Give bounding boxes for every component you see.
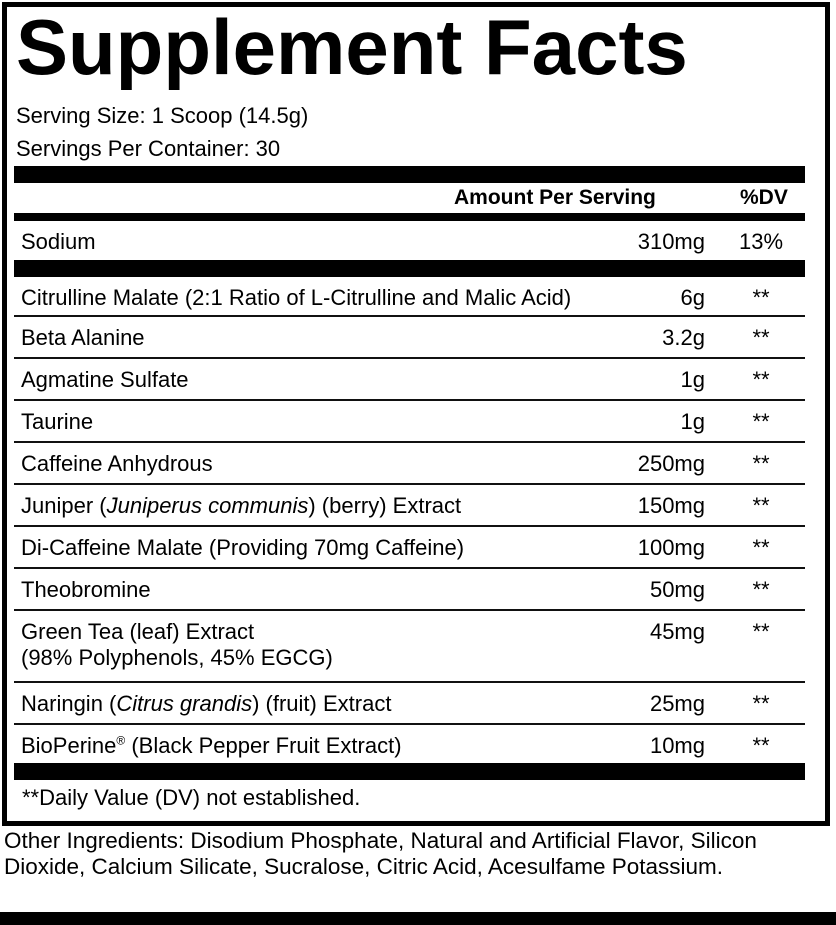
ingredient-name: Juniper (Juniperus communis) (berry) Ext…	[21, 493, 462, 518]
ingredient-row: Agmatine Sulfate 1g **	[14, 359, 805, 401]
ingredient-amount: 1g	[680, 409, 705, 434]
ingredient-amount: 3.2g	[662, 325, 705, 350]
ingredient-name: Di-Caffeine Malate (Providing 70mg Caffe…	[21, 535, 465, 560]
ingredient-dv: **	[752, 535, 770, 560]
ingredient-dv: **	[752, 325, 770, 350]
ingredient-row: Taurine 1g **	[14, 401, 805, 443]
ingredient-amount: 150mg	[637, 493, 705, 518]
other-ingredients: Other Ingredients: Disodium Phosphate, N…	[4, 828, 757, 879]
panel-title: Supplement Facts	[16, 3, 688, 91]
nutrient-dv: 13%	[738, 229, 784, 254]
ingredient-dv: **	[752, 409, 770, 434]
ingredient-dv: **	[752, 733, 770, 758]
ingredient-amount: 10mg	[649, 733, 705, 758]
ingredient-name: Beta Alanine	[21, 325, 145, 350]
divider	[14, 213, 805, 221]
servings-per-container: Servings Per Container: 30	[16, 136, 281, 161]
ingredient-dv: **	[752, 285, 770, 310]
sodium-row: Sodium 310mg 13%	[14, 221, 805, 259]
ingredient-dv: **	[752, 577, 770, 602]
ingredient-row: Naringin (Citrus grandis) (fruit) Extrac…	[14, 683, 805, 725]
ingredient-dv: **	[752, 691, 770, 716]
ingredient-dv: **	[752, 451, 770, 476]
bottom-bar	[0, 912, 836, 925]
ingredient-amount: 25mg	[649, 691, 705, 716]
ingredient-amount: 1g	[680, 367, 705, 392]
ingredient-name: Citrulline Malate (2:1 Ratio of L-Citrul…	[21, 285, 572, 310]
ingredient-row: Citrulline Malate (2:1 Ratio of L-Citrul…	[14, 277, 805, 317]
ingredient-row: Juniper (Juniperus communis) (berry) Ext…	[14, 485, 805, 527]
dv-header: %DV	[740, 186, 788, 209]
ingredient-name: Naringin (Citrus grandis) (fruit) Extrac…	[21, 691, 392, 716]
nutrient-amount: 310mg	[637, 229, 705, 254]
thick-divider	[14, 166, 805, 183]
ingredient-name: Taurine	[21, 409, 94, 434]
ingredient-amount: 6g	[680, 285, 705, 310]
ingredient-row: Caffeine Anhydrous 250mg **	[14, 443, 805, 485]
ingredient-name: Theobromine	[21, 577, 151, 602]
ingredient-amount: 100mg	[637, 535, 705, 560]
ingredient-row: Beta Alanine 3.2g **	[14, 317, 805, 359]
ingredient-dv: **	[752, 493, 770, 518]
ingredient-amount: 45mg	[649, 619, 705, 644]
ingredient-row: Theobromine 50mg **	[14, 569, 805, 611]
supplement-facts-panel	[2, 2, 830, 826]
serving-size: Serving Size: 1 Scoop (14.5g)	[16, 103, 309, 128]
ingredient-name: Agmatine Sulfate	[21, 367, 189, 392]
thick-divider	[14, 763, 805, 780]
ingredient-dv: **	[752, 619, 770, 644]
footnote: **Daily Value (DV) not established.	[22, 785, 361, 810]
ingredient-name: BioPerine® (Black Pepper Fruit Extract)	[21, 733, 402, 758]
ingredient-row: Di-Caffeine Malate (Providing 70mg Caffe…	[14, 527, 805, 569]
ingredient-row: BioPerine® (Black Pepper Fruit Extract) …	[14, 725, 805, 763]
thick-divider	[14, 260, 805, 277]
ingredient-name: Green Tea (leaf) Extract (98% Polyphenols…	[21, 619, 333, 670]
nutrient-name: Sodium	[21, 229, 96, 254]
ingredient-amount: 250mg	[637, 451, 705, 476]
amount-header: Amount Per Serving	[454, 186, 656, 209]
ingredient-amount: 50mg	[649, 577, 705, 602]
ingredient-dv: **	[752, 367, 770, 392]
ingredient-row: Green Tea (leaf) Extract (98% Polyphenols…	[14, 611, 805, 683]
ingredient-name: Caffeine Anhydrous	[21, 451, 213, 476]
